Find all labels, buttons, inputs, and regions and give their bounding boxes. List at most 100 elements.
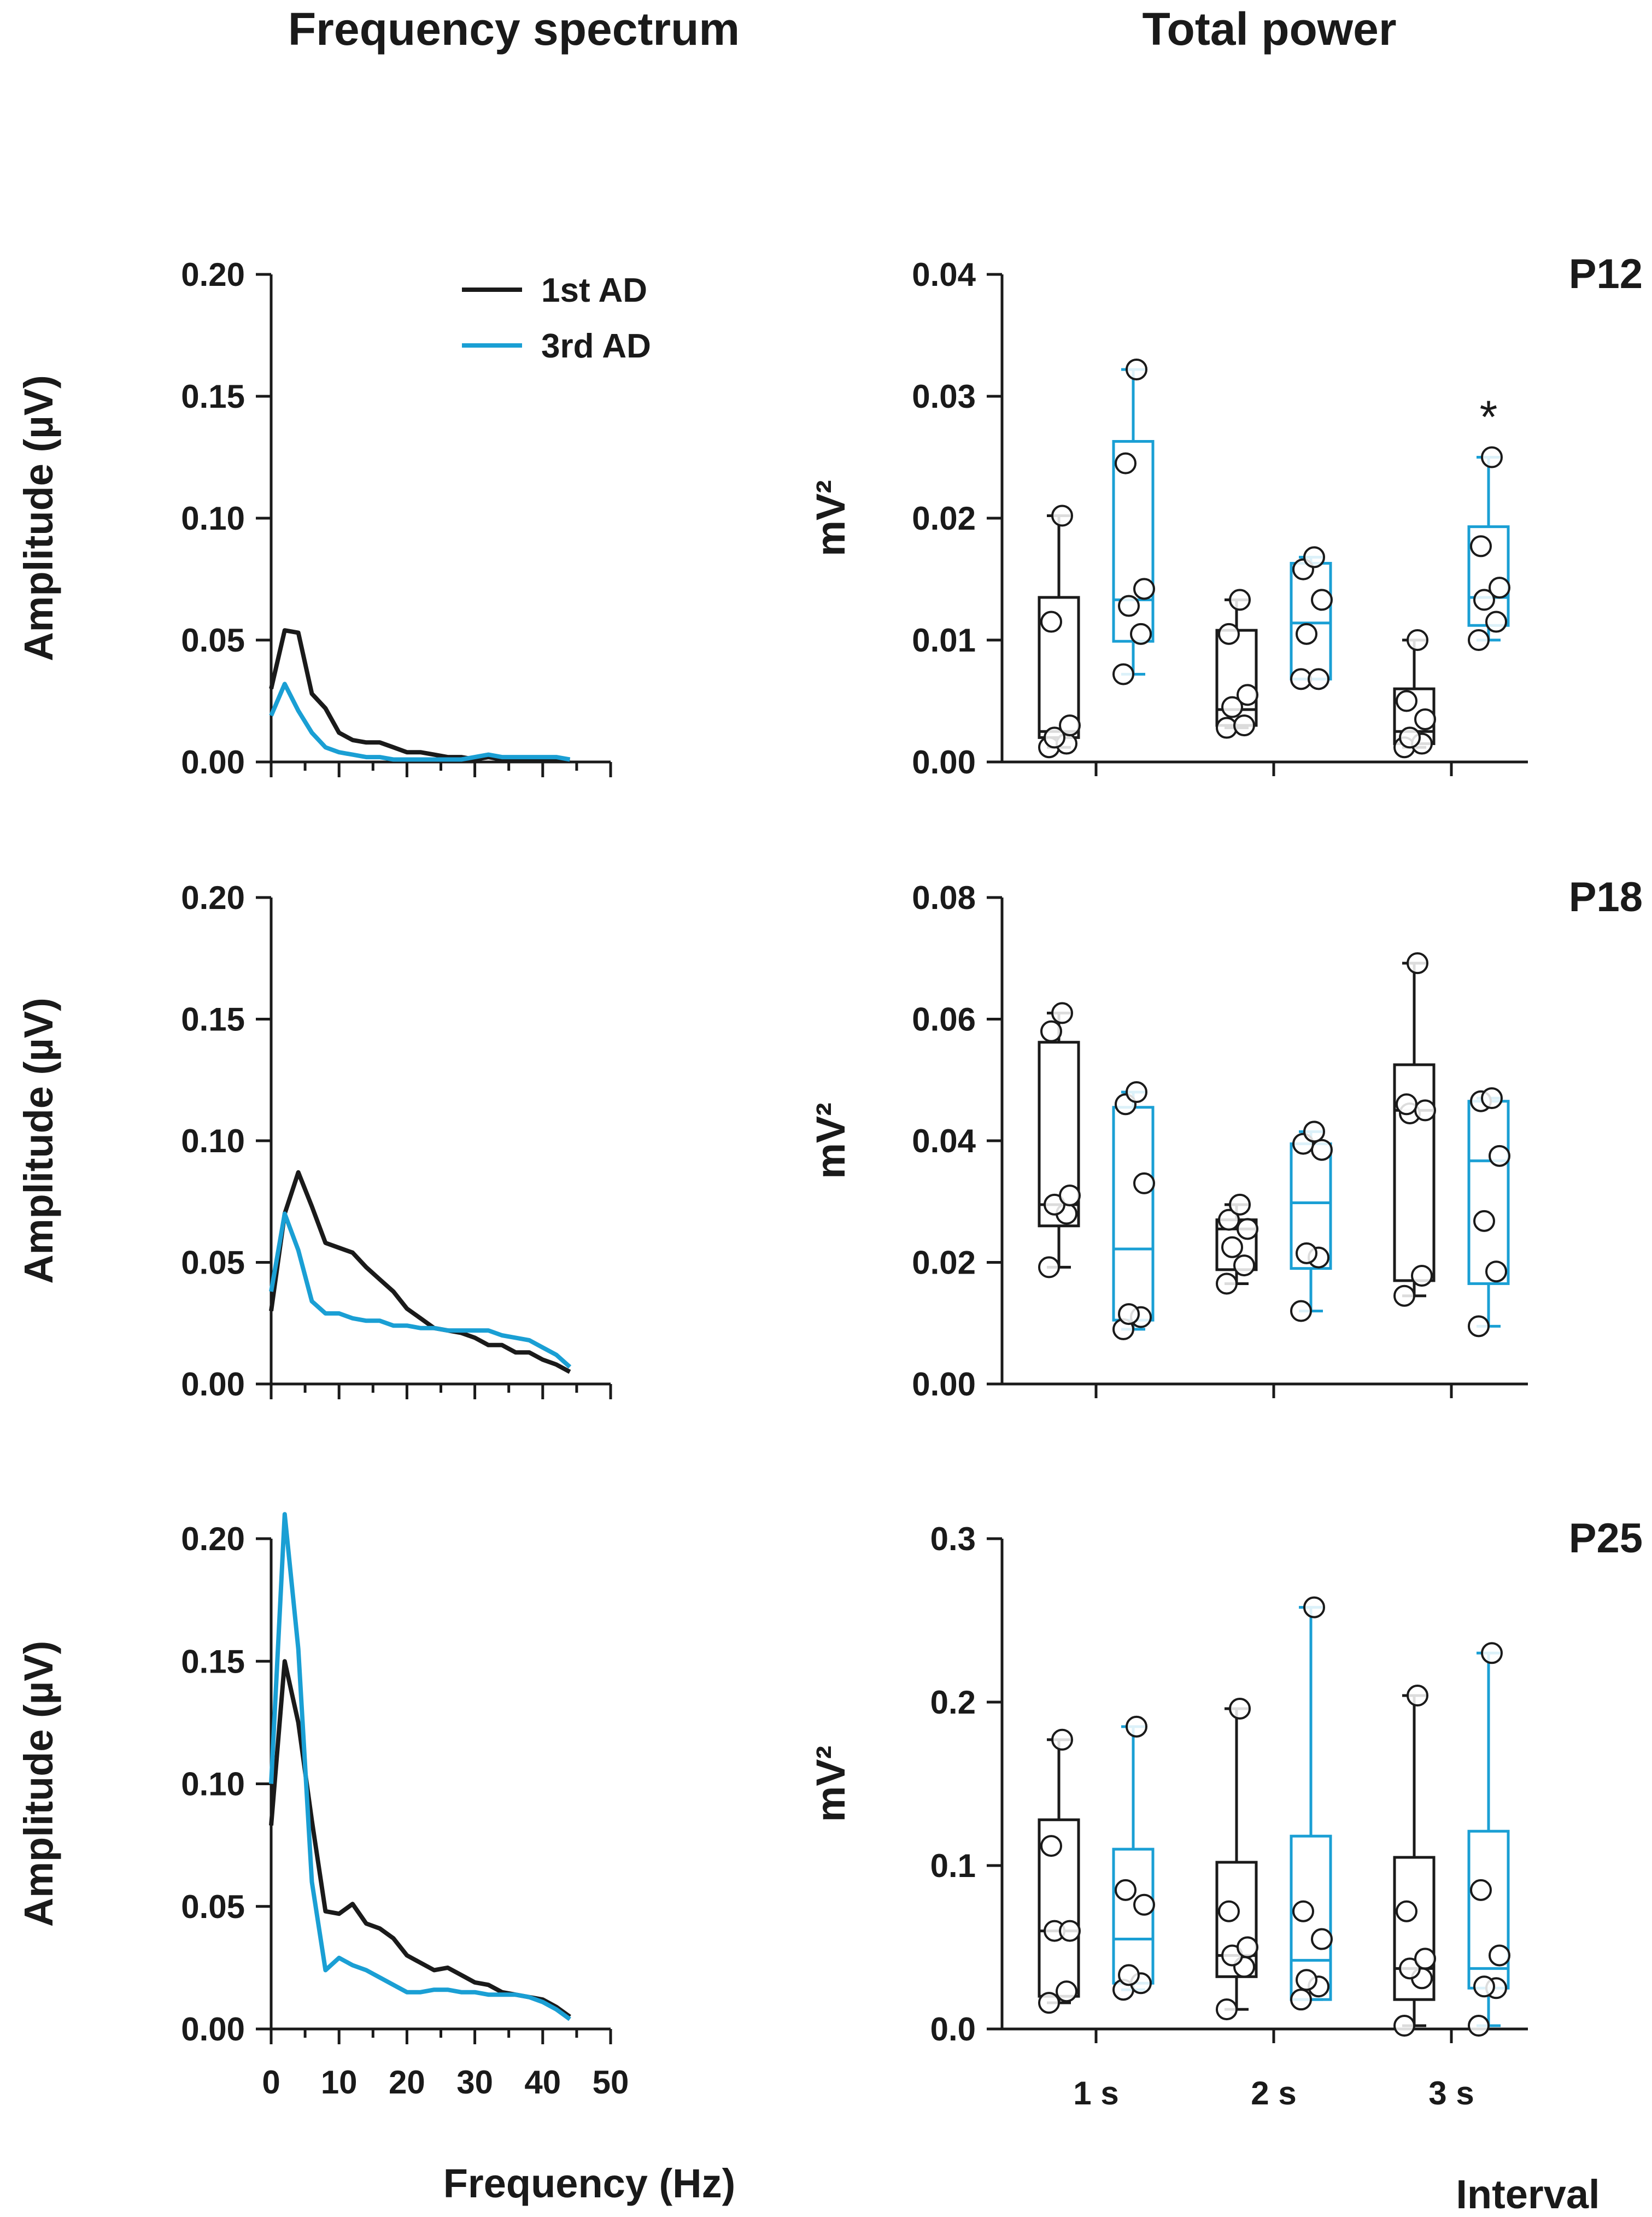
power-p25-1st-ad-point [1051,1728,1073,1751]
power-p18-3rd-ad-point [1489,1145,1510,1167]
power-p25-3rd-ad-point [1118,1964,1140,1986]
power-p12-ytick-label: 0.01 [912,622,976,659]
power-p18-ytick-label: 0.04 [912,1123,976,1159]
power-p12-3rd-ad-point [1115,452,1137,474]
power-p12-ytick-label: 0.02 [912,500,976,537]
power-p12-3rd-ad-point [1126,358,1147,380]
power-category-label: 1 s [1073,2075,1118,2112]
spectrum-p25-xtick-label: 20 [389,2064,425,2101]
spectrum-p18-ytick-label: 0.05 [181,1245,245,1281]
power-p25-3rd-ad-point [1473,1975,1495,1998]
spectrum-p25-xtick-label: 30 [456,2064,493,2101]
power-p25-1st-ad-point [1399,1957,1421,1980]
power-p18-3rd-ad-point [1303,1121,1325,1143]
power-p25-ytick-label: 0.2 [930,1684,976,1721]
power-p18-1st-ad-point [1221,1236,1243,1258]
spectrum-p18-ytick-label: 0.10 [181,1123,245,1159]
power-p12-3rd-ad-point [1308,668,1329,690]
power-p18-ytick-label: 0.06 [912,1001,976,1038]
spectrum-p25-ytick-label: 0.20 [181,1521,245,1557]
power-p18-1st-ad-point [1218,1209,1240,1231]
spectrum-x-axis-label: Frequency (Hz) [443,2161,736,2206]
power-p25-3rd-ad-point [1126,1715,1147,1738]
power-p25-ytick-label: 0.3 [930,1521,976,1557]
spectrum-p25-ytick-label: 0.15 [181,1643,245,1680]
power-p18-1st-ad-point [1233,1254,1255,1277]
spectrum-p25-y-axis-label: Amplitude (µV) [16,1641,61,1927]
power-p18-ytick-label: 0.08 [912,879,976,916]
power-p12-3rd-ad-box [1290,562,1332,681]
power-p25-1st-ad-point [1237,1936,1258,1958]
power-p25-1st-ad-point [1040,1835,1062,1857]
power-p12-y-axis-label: mV² [808,480,853,556]
power-p18-3rd-ad-point [1118,1303,1140,1325]
power-p12-ytick-label: 0.04 [912,256,976,293]
power-p12-3rd-ad-point [1118,595,1140,617]
power-p18-1st-ad-point [1040,1020,1062,1042]
spectrum-p25-xtick-label: 50 [593,2064,629,2101]
power-p25-1st-ad-box [1215,1861,1258,1978]
power-p18-1st-ad-point [1229,1193,1251,1216]
power-p12-3rd-ad-point [1303,546,1325,568]
spectrum-p18-ytick-label: 0.00 [181,1366,245,1403]
power-p25-3rd-ad-point [1296,1969,1317,1991]
power-p18-3rd-ad-point [1468,1315,1490,1338]
power-p18-ytick-label: 0.00 [912,1366,976,1403]
power-p12-3rd-ad-point [1112,663,1134,685]
title-total-power: Total power [1142,3,1396,55]
power-p18-3rd-ad-point [1311,1139,1333,1161]
power-p25-1st-ad-point [1407,1685,1428,1707]
power-p12-3rd-ad-point [1489,577,1510,599]
power-p12-1st-ad-point [1407,629,1428,651]
spectrum-p12-series-1st-ad-line [269,628,570,762]
spectrum-p18-ytick-label: 0.15 [181,1001,245,1038]
spectrum-p25-xtick-label: 40 [524,2064,561,2101]
significance-asterisk: * [1480,391,1498,443]
power-p25-3rd-ad-point [1311,1928,1333,1950]
power-p25-1st-ad-point [1393,2015,1415,2037]
power-p25-3rd-ad-point [1115,1879,1137,1901]
power-p12-1st-ad-point [1233,714,1255,737]
spectrum-p18-series-3rd-ad-line [269,1211,572,1369]
power-p25-ytick-label: 0.0 [930,2011,976,2048]
title-frequency-spectrum: Frequency spectrum [288,3,740,55]
power-p12-3rd-ad-point [1473,589,1495,611]
power-p18-3rd-ad-point [1481,1087,1503,1110]
power-p18-3rd-ad-point [1126,1081,1147,1103]
power-p12-ytick-label: 0.00 [912,744,976,781]
power-p18-1st-ad-point [1038,1256,1060,1278]
spectrum-p12-ytick-label: 0.05 [181,622,245,659]
power-p12-1st-ad-point [1396,690,1417,712]
power-p12-1st-ad-point [1059,714,1081,737]
power-p12-3rd-ad-point [1311,589,1333,611]
power-p18-3rd-ad-point [1133,1172,1155,1194]
power-p12-3rd-ad-point [1296,623,1317,645]
power-p12-1st-ad-point [1044,726,1065,749]
spectrum-p25-series-3rd-ad-line [269,1512,571,2021]
power-p25-3rd-ad-point [1489,1944,1510,1967]
power-p18-3rd-ad-point [1485,1260,1507,1283]
power-p12-3rd-ad-point [1468,629,1490,651]
spectrum-p12-ytick-label: 0.20 [181,256,245,293]
power-p25-3rd-ad-point [1468,2015,1490,2037]
power-p18-1st-ad-point [1407,952,1428,975]
power-p18-3rd-ad-point [1473,1210,1495,1232]
spectrum-p18-series-1st-ad-line [269,1170,571,1374]
spectrum-p25-ytick-label: 0.05 [181,1888,245,1925]
power-p25-3rd-ad-point [1481,1642,1503,1664]
power-category-label: 2 s [1251,2075,1296,2112]
power-p12-1st-ad-point [1237,684,1258,706]
power-p18-y-axis-label: mV² [808,1102,853,1179]
spectrum-p25-xtick-label: 0 [262,2064,280,2101]
power-p12-3rd-ad-point [1485,611,1507,633]
power-p12-3rd-ad-point [1481,446,1503,468]
power-p18-1st-ad-point [1393,1285,1415,1307]
power-p25-3rd-ad-point [1303,1596,1325,1618]
power-category-label: 3 s [1428,2075,1474,2112]
power-p12-1st-ad-point [1221,696,1243,718]
power-p12-1st-ad-point [1040,611,1062,633]
power-p25-1st-ad-point [1218,1900,1240,1922]
power-p12-1st-ad-point [1218,623,1240,645]
power-p25-3rd-ad-point [1290,1989,1312,2011]
